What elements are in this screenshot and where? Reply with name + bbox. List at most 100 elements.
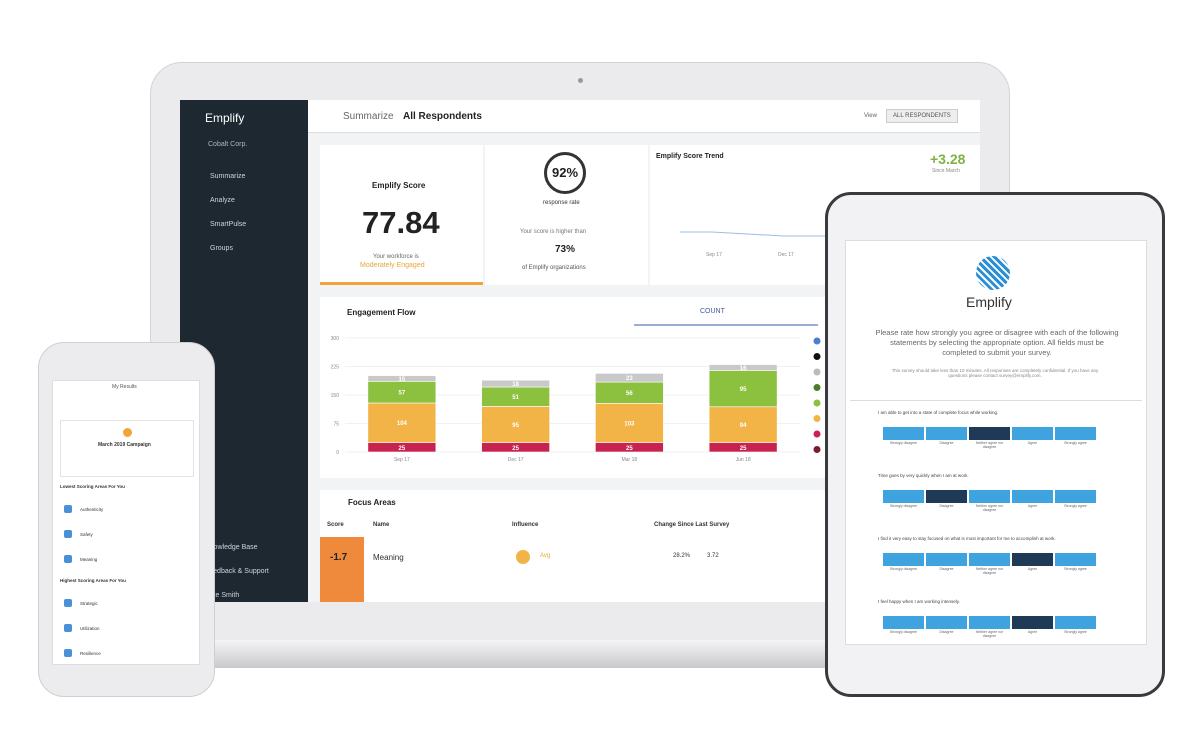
score-card (320, 145, 483, 285)
scale-label: Strongly agree (1064, 567, 1087, 571)
scale-option[interactable] (926, 616, 967, 629)
x-tick-label: Sep 17 (394, 457, 410, 463)
scale-option[interactable] (926, 427, 967, 440)
scale-option[interactable] (1055, 553, 1096, 566)
scale-label: Disagree (939, 630, 954, 634)
scale-option[interactable] (926, 490, 967, 503)
nav-item: SmartPulse (210, 221, 247, 228)
focus-column: Change Since Last Survey (654, 522, 730, 528)
trend-x-label: Sep 17 (706, 252, 722, 258)
list-icon (64, 555, 72, 563)
view-label: View (864, 113, 877, 119)
focus-score: -1.7 (330, 552, 348, 563)
focus-score-cell (320, 537, 364, 602)
brand: Emplify (205, 111, 245, 125)
scale-option[interactable] (969, 427, 1010, 440)
y-tick-label: 225 (331, 365, 340, 371)
question: I find it very easy to stay focused on w… (878, 536, 1056, 541)
x-tick-label: Dec 17 (508, 457, 524, 463)
legend-dot (813, 399, 821, 407)
percentile: 73% (555, 244, 576, 255)
scale-option[interactable] (883, 553, 924, 566)
bar-label: 104 (397, 421, 408, 427)
bar-label: 15 (399, 377, 406, 383)
trend-change: +3.28 (930, 151, 966, 167)
nav-item: Groups (210, 245, 233, 252)
trend-change-label: Since March (932, 168, 960, 174)
campaign-icon (123, 428, 132, 437)
percentile-caption: Your score is higher than (520, 229, 587, 235)
list-item: Utilization (80, 626, 100, 631)
scale-option[interactable] (969, 616, 1010, 629)
scale-label: Disagree (939, 441, 954, 445)
scale-option[interactable] (1012, 616, 1053, 629)
footer-item: Kate Smith (205, 592, 240, 599)
scale-option[interactable] (1055, 427, 1096, 440)
list-item: Strategic (80, 601, 98, 606)
bar-label: 94 (740, 423, 747, 429)
scale-option[interactable] (1055, 490, 1096, 503)
list-item: Resilience (80, 651, 101, 656)
campaign-card (60, 420, 194, 477)
focus-title: Focus Areas (348, 498, 396, 507)
scale-option[interactable] (1012, 490, 1053, 503)
y-tick-label: 75 (333, 422, 339, 428)
score-caption: Your workforce is (373, 254, 419, 260)
footer-item: Feedback & Support (205, 568, 269, 575)
scale-option[interactable] (926, 553, 967, 566)
list-item: Safety (80, 532, 93, 537)
trend-x-label: Dec 17 (778, 252, 794, 258)
scale-option[interactable] (1012, 427, 1053, 440)
scale-option[interactable] (1055, 616, 1096, 629)
view-select: ALL RESPONDENTS (886, 109, 958, 123)
tablet-logo (976, 256, 1010, 290)
org-name: Cobalt Corp. (208, 141, 248, 148)
scale-label: Strongly disagree (889, 441, 918, 445)
scale-option[interactable] (969, 553, 1010, 566)
scale-option[interactable] (883, 427, 924, 440)
laptop-camera (578, 78, 583, 83)
legend-dot (813, 430, 821, 438)
scale-option[interactable] (883, 490, 924, 503)
bar-label: 25 (512, 446, 519, 452)
legend-dot (813, 368, 821, 376)
chart-tab: COUNT (700, 308, 725, 315)
list-icon (64, 505, 72, 513)
scale-label: Neither agree nor disagree (975, 630, 1004, 638)
bar-label: 95 (740, 387, 747, 393)
y-tick-label: 300 (331, 336, 340, 342)
phone-title: My Results (112, 384, 137, 390)
legend-dot (813, 415, 821, 422)
bar-segment (367, 402, 437, 443)
bar-label: 56 (626, 391, 633, 397)
bar-segment (708, 406, 778, 443)
list-icon (64, 530, 72, 538)
scale-option[interactable] (1012, 553, 1053, 566)
scale-label: Strongly agree (1064, 441, 1087, 445)
section-heading: Highest Scoring Areas For You (60, 578, 126, 583)
section-heading: Lowest Scoring Areas For You (60, 484, 125, 489)
legend-dot (813, 353, 821, 360)
header-bar (308, 100, 980, 133)
response-label: response rate (543, 200, 580, 206)
bar-segment (595, 403, 664, 443)
chart-title: Engagement Flow (347, 308, 416, 317)
scale-label: Strongly agree (1064, 504, 1087, 508)
bar-label: 25 (740, 446, 747, 452)
scale-label: Agree (1027, 504, 1038, 508)
scale-label: Strongly disagree (889, 504, 918, 508)
bar-segment (595, 373, 664, 383)
question: Time goes by very quickly when I am at w… (878, 473, 969, 478)
focus-column: Name (373, 522, 390, 528)
scale-option[interactable] (969, 490, 1010, 503)
footer-item: Knowledge Base (205, 544, 258, 551)
trend-title: Emplify Score Trend (656, 153, 724, 160)
question: I am able to get into a state of complet… (878, 410, 999, 415)
bar-label: 25 (626, 446, 633, 452)
tablet-screen (845, 240, 1147, 645)
tablet-brand: Emplify (966, 294, 1012, 310)
scale-option[interactable] (883, 616, 924, 629)
instructions: Please rate how strongly you agree or di… (875, 328, 1119, 357)
bar-label: 16 (740, 366, 747, 372)
